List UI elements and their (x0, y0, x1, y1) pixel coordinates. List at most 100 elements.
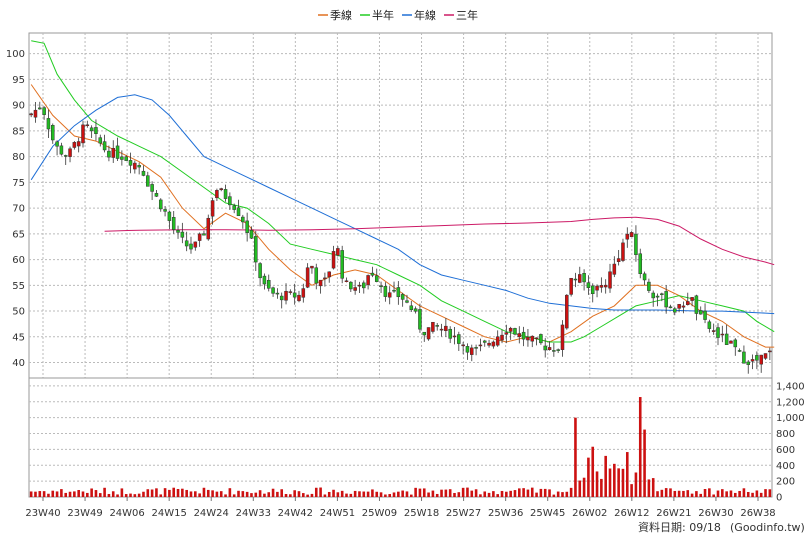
volume-bar (479, 494, 482, 497)
candle (318, 279, 323, 294)
candle-body (517, 333, 522, 338)
candle (81, 120, 85, 148)
candle-body (608, 271, 612, 289)
candle-body (668, 306, 673, 309)
volume-bar (306, 494, 309, 497)
data-date-label: 資料日期: 09/18 (638, 520, 721, 534)
candle-body (107, 150, 111, 158)
candle-body (556, 349, 560, 351)
candle (180, 222, 185, 244)
candle-body (210, 200, 215, 217)
candle (573, 272, 578, 288)
volume-bar (505, 491, 508, 497)
candle-body (500, 334, 504, 341)
candle (249, 226, 254, 240)
candle-body (262, 275, 267, 285)
candle-body (115, 145, 120, 159)
candle (197, 232, 202, 247)
x-tick-label: 24W06 (109, 508, 144, 519)
volume-bar (643, 429, 646, 497)
candle (539, 333, 543, 345)
volume-bar (755, 490, 759, 497)
candle (616, 249, 621, 266)
candle-body (664, 291, 668, 308)
candle-body (530, 335, 535, 342)
volume-tick-label: 1,400 (776, 381, 805, 392)
candle (698, 306, 703, 315)
candle (68, 146, 72, 163)
volume-bar (565, 491, 569, 497)
volume-bar (686, 490, 690, 497)
candle (582, 269, 586, 291)
x-tick-label: 25W18 (404, 508, 439, 519)
candle-body (746, 361, 751, 365)
candle (275, 288, 280, 299)
volume-bar (163, 488, 167, 497)
candle (655, 293, 660, 307)
candle (387, 286, 392, 305)
volume-bar (427, 492, 430, 497)
candle (245, 212, 249, 242)
volume-bar (733, 492, 737, 497)
candle-body (292, 292, 297, 298)
candle (59, 142, 64, 156)
candle (526, 329, 530, 347)
volume-bar (738, 490, 741, 497)
legend-label-0: 季線 (330, 8, 352, 22)
candle (474, 344, 478, 356)
candle (189, 236, 193, 254)
candle (258, 262, 262, 287)
volume-bar (51, 490, 55, 497)
volume-bar (561, 492, 564, 497)
volume-tick-label: 0 (776, 493, 782, 504)
volume-bar (219, 491, 223, 497)
candle (137, 162, 141, 175)
candle (279, 292, 284, 309)
volume-bar (245, 491, 249, 497)
volume-bar (77, 490, 80, 497)
candle (336, 246, 340, 257)
candle-body (724, 333, 729, 345)
candle-body (146, 175, 150, 187)
candle-body (552, 350, 556, 352)
volume-bar (107, 493, 111, 497)
volume-bar (768, 489, 772, 497)
volume-bar (539, 488, 543, 497)
candle-body (202, 233, 206, 236)
candle-body (275, 292, 280, 295)
candle-body (396, 287, 401, 298)
candle (46, 109, 51, 139)
candle (595, 284, 599, 298)
candle (115, 137, 120, 161)
moving-average-lines (30, 40, 775, 348)
candle-body (435, 325, 439, 327)
candle-body (171, 217, 176, 230)
candle-body (379, 285, 383, 288)
candle-body (193, 241, 198, 248)
volume-bar (556, 491, 560, 497)
candle-body (137, 165, 141, 168)
candle (552, 342, 556, 357)
candle-body (755, 355, 759, 361)
candle (500, 329, 504, 344)
volume-bar (42, 491, 46, 497)
candle (534, 337, 539, 346)
x-tick-label: 25W27 (446, 508, 481, 519)
volume-bar (431, 490, 435, 497)
volume-bar (371, 489, 374, 497)
candle-body (465, 346, 470, 353)
volume-bar (392, 492, 396, 497)
candle (370, 266, 375, 278)
volume-bar (638, 397, 642, 497)
price-tick-label: 75 (12, 178, 25, 189)
candle (146, 171, 150, 187)
volume-bar (103, 487, 106, 497)
volume-bar (682, 490, 685, 497)
volume-tick-label: 200 (776, 477, 795, 488)
volume-bar (271, 488, 275, 497)
candle-body (651, 292, 655, 299)
candle-body (560, 324, 565, 350)
volume-bar (617, 468, 620, 497)
candle (357, 281, 362, 293)
candle-body (141, 170, 146, 176)
